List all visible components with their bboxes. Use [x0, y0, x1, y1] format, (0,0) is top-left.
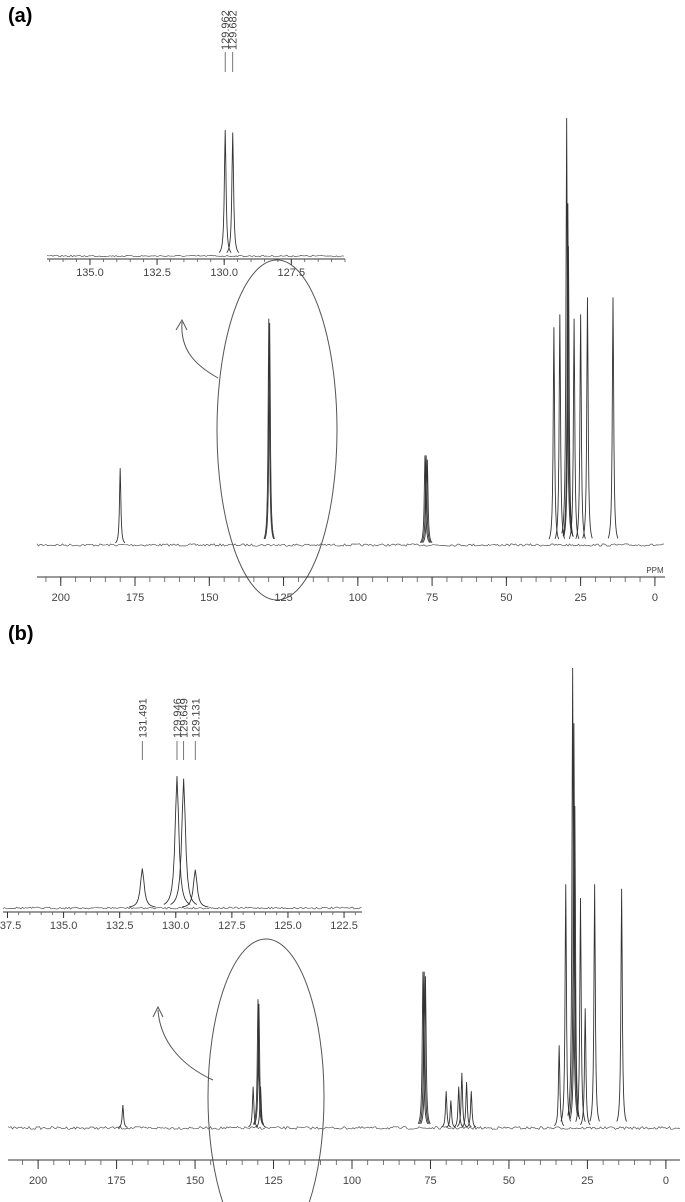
callout-ellipse [216, 259, 338, 601]
x-tick-label: 200 [52, 592, 70, 604]
peak [248, 1086, 259, 1128]
peak [567, 667, 578, 1116]
callout-arrow [157, 1009, 214, 1081]
x-tick-label: 175 [107, 1175, 125, 1187]
x-axis-label: PPM [646, 566, 664, 575]
x-tick-label: 50 [503, 1175, 515, 1187]
x-tick-label: 130.0 [210, 267, 238, 279]
callout-arrow [181, 321, 219, 379]
peak [419, 455, 431, 543]
peak [589, 884, 600, 1122]
x-tick-label: 100 [343, 1175, 361, 1187]
peak-label: 129.962 [220, 10, 232, 50]
x-tick-label: 25 [575, 592, 587, 604]
peak [422, 459, 433, 543]
baseline-noise [46, 254, 345, 258]
peak [263, 318, 275, 540]
peak [548, 327, 560, 540]
peak [264, 322, 275, 540]
x-tick-label: 175 [126, 592, 144, 604]
peak [575, 314, 586, 539]
x-tick-label: 135.0 [76, 267, 104, 279]
peak [129, 868, 156, 908]
baseline-noise [2, 906, 362, 910]
peak [255, 1086, 266, 1128]
peak [163, 775, 191, 905]
peak-label: 129.946 [172, 698, 184, 738]
x-tick-label: 125.0 [274, 920, 302, 932]
peak [117, 1104, 128, 1128]
peak-label: 131.491 [137, 698, 149, 738]
peak [181, 869, 209, 908]
panel-label: (b) [8, 623, 34, 645]
peak-label: 129.131 [190, 698, 202, 738]
x-tick-label: 127.5 [278, 267, 306, 279]
arrow-head [175, 318, 188, 331]
peak [554, 314, 566, 539]
peak [218, 129, 232, 253]
x-tick-label: 132.5 [106, 920, 134, 932]
x-tick-label: 150 [200, 592, 218, 604]
x-tick-label: 150 [186, 1175, 204, 1187]
x-tick-label: 137.5 [0, 920, 21, 932]
x-tick-label: 0 [663, 1175, 669, 1187]
peak [554, 1045, 565, 1127]
peak [453, 1086, 464, 1128]
peak [568, 723, 580, 1118]
peak [580, 1008, 591, 1126]
baseline-noise [7, 1125, 681, 1130]
x-tick-label: 0 [652, 592, 658, 604]
x-tick-label: 25 [581, 1175, 593, 1187]
peak [456, 1072, 467, 1127]
callout-ellipse [207, 938, 325, 1202]
x-tick-label: 100 [349, 592, 367, 604]
x-tick-label: 125 [274, 592, 292, 604]
x-tick-label: 130.0 [162, 920, 190, 932]
peak [441, 1091, 452, 1128]
peak [421, 455, 432, 543]
peak [115, 468, 126, 544]
x-tick-label: 75 [426, 592, 438, 604]
peak [417, 971, 429, 1124]
x-tick-label: 75 [424, 1175, 436, 1187]
x-tick-label: 135.0 [50, 920, 78, 932]
peak [575, 897, 586, 1122]
arrow-head [152, 1005, 164, 1018]
x-tick-label: 125 [264, 1175, 282, 1187]
peak-label: 129.682 [228, 10, 240, 50]
peak [560, 884, 571, 1122]
peak [616, 888, 627, 1122]
peak [461, 1081, 472, 1128]
peak [226, 132, 240, 253]
peak [252, 999, 264, 1125]
peak-label: 129.649 [179, 698, 191, 738]
x-tick-label: 50 [500, 592, 512, 604]
peak [418, 971, 430, 1124]
peak [582, 297, 593, 539]
x-tick-label: 122.5 [330, 920, 358, 932]
peak [170, 778, 198, 905]
baseline-noise [36, 543, 665, 547]
peak [420, 976, 431, 1125]
peak [466, 1091, 477, 1128]
x-tick-label: 132.5 [143, 267, 171, 279]
x-tick-label: 200 [29, 1175, 47, 1187]
panel-label: (a) [8, 5, 32, 27]
x-tick-label: 127.5 [218, 920, 246, 932]
peak [561, 117, 572, 534]
peak [607, 297, 619, 539]
